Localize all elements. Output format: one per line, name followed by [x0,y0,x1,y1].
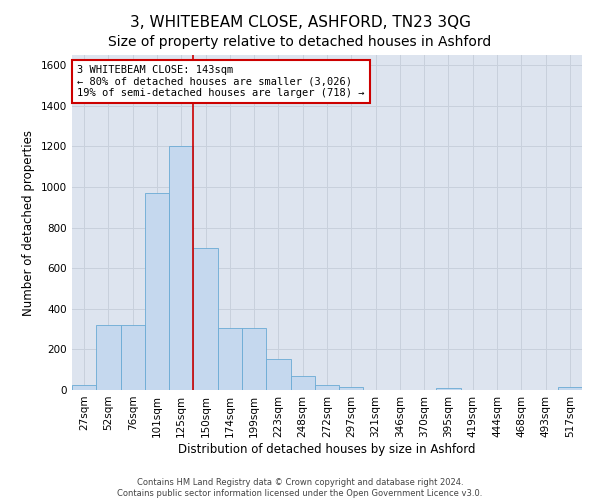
Bar [339,387,364,390]
Bar [436,388,461,390]
Bar [169,146,193,390]
Bar [218,328,242,390]
Y-axis label: Number of detached properties: Number of detached properties [22,130,35,316]
Bar [558,387,582,390]
Bar [266,358,290,390]
Bar [290,376,315,390]
Bar [96,325,121,390]
Bar [145,193,169,390]
Bar [72,385,96,390]
Bar [193,248,218,390]
Bar [121,325,145,390]
Text: 3, WHITEBEAM CLOSE, ASHFORD, TN23 3QG: 3, WHITEBEAM CLOSE, ASHFORD, TN23 3QG [130,15,470,30]
X-axis label: Distribution of detached houses by size in Ashford: Distribution of detached houses by size … [178,442,476,456]
Bar [242,328,266,390]
Bar [315,385,339,390]
Text: Size of property relative to detached houses in Ashford: Size of property relative to detached ho… [109,35,491,49]
Text: Contains HM Land Registry data © Crown copyright and database right 2024.
Contai: Contains HM Land Registry data © Crown c… [118,478,482,498]
Text: 3 WHITEBEAM CLOSE: 143sqm
← 80% of detached houses are smaller (3,026)
19% of se: 3 WHITEBEAM CLOSE: 143sqm ← 80% of detac… [77,65,365,98]
